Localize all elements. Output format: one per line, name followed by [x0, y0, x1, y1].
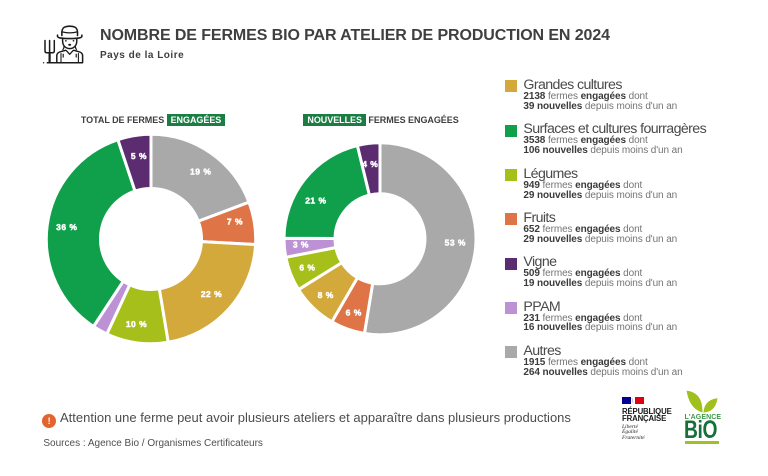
svg-text:4 %: 4 %	[362, 159, 378, 169]
svg-text:21 %: 21 %	[305, 196, 326, 206]
svg-text:3 %: 3 %	[293, 240, 309, 250]
svg-text:7 %: 7 %	[227, 217, 243, 227]
svg-text:19 %: 19 %	[190, 167, 211, 177]
svg-text:36 %: 36 %	[56, 222, 77, 232]
svg-text:8 %: 8 %	[318, 290, 334, 300]
svg-text:5 %: 5 %	[131, 151, 147, 161]
svg-text:6 %: 6 %	[299, 263, 315, 273]
svg-text:6 %: 6 %	[346, 307, 362, 317]
svg-text:22 %: 22 %	[201, 289, 222, 299]
svg-text:53 %: 53 %	[445, 237, 466, 247]
svg-text:10 %: 10 %	[126, 319, 147, 329]
